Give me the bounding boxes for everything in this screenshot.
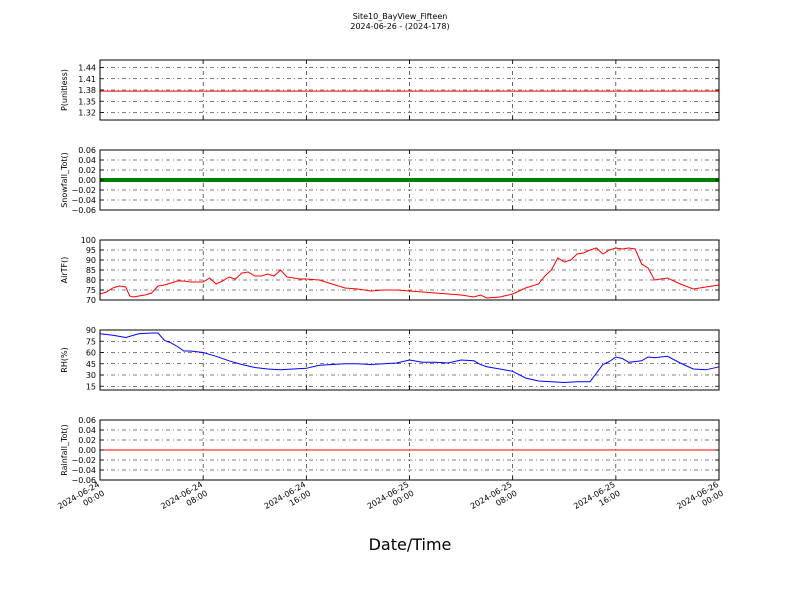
y-tick-label: 0.06 [78, 146, 96, 155]
y-tick-label: 1.32 [78, 109, 96, 118]
y-tick-label: 1.38 [78, 86, 96, 95]
y-tick-label: −0.02 [71, 456, 96, 465]
y-tick-label: 0.00 [78, 446, 96, 455]
panel-1: 1.32 1.35 1.38 1.41 1.44 P(unitless) [60, 59, 720, 121]
y-axis-label: P(unitless) [60, 69, 69, 111]
panel-4: 15 30 45 60 75 90 RH(%) [60, 326, 720, 391]
y-tick-label: 75 [86, 337, 96, 346]
y-tick-label: 15 [86, 382, 96, 391]
series-line [99, 332, 720, 384]
y-tick-label: 1.41 [78, 75, 96, 84]
chart-panels: 1.321.351.381.411.44P(unitless)−0.06−0.0… [60, 59, 720, 485]
y-axis-label: AirTF() [60, 257, 69, 284]
y-tick-label: −0.06 [71, 476, 96, 485]
y-tick-label: 60 [86, 349, 96, 358]
y-tick-label: 1.44 [78, 64, 96, 73]
y-tick-label: 90 [86, 326, 96, 335]
y-tick-label: 0.06 [78, 416, 96, 425]
y-tick-label: −0.02 [71, 186, 96, 195]
figure-title-line1: Site10_BayView_Fifteen [353, 12, 448, 21]
y-tick-label: −0.06 [71, 206, 96, 215]
y-tick-label: 100 [81, 236, 96, 245]
series-line [99, 247, 720, 299]
y-tick-label: 85 [86, 266, 96, 275]
x-axis-label: Date/Time [369, 535, 452, 554]
y-tick-label: 90 [86, 256, 96, 265]
y-tick-label: 70 [86, 296, 96, 305]
y-tick-label: −0.04 [71, 466, 96, 475]
y-tick-label: 75 [86, 286, 96, 295]
panel-5: −0.06−0.04−0.020.000.020.040.06 Rainfall_… [60, 416, 720, 485]
y-tick-label: 80 [86, 276, 96, 285]
y-tick-label: 0.04 [78, 426, 96, 435]
y-tick-label: 95 [86, 246, 96, 255]
y-tick-label: 45 [86, 360, 96, 369]
y-tick-label: 30 [86, 371, 96, 380]
y-axis-label: Snowfall_Tot() [60, 152, 69, 208]
y-tick-label: −0.04 [71, 196, 96, 205]
y-tick-label: 0.02 [78, 436, 96, 445]
y-tick-label: 0.02 [78, 166, 96, 175]
y-axis-label: RH(%) [60, 347, 69, 372]
y-tick-label: 0.04 [78, 156, 96, 165]
panel-2: −0.06−0.04−0.020.000.020.040.06 Snowfall_… [60, 146, 720, 215]
y-tick-label: 0.00 [78, 176, 96, 185]
y-axis-label: Rainfall_Tot() [60, 424, 69, 476]
y-tick-label: 1.35 [78, 97, 96, 106]
figure-title-line2: 2024-06-26 - (2024-178) [350, 22, 449, 31]
